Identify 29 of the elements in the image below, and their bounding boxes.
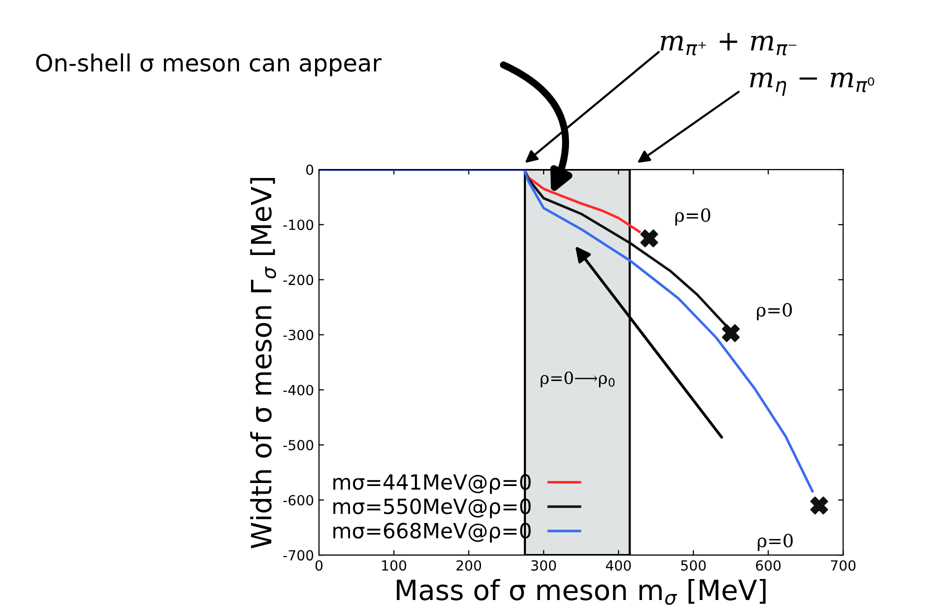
annotation: ρ=0 (758, 534, 793, 551)
y-tick-label: -400 (283, 384, 314, 396)
point (810, 496, 828, 514)
x-axis-title: Mass of σ meson m$_{σ}$ [MeV] (396, 578, 766, 605)
x-tick-label: 700 (831, 560, 856, 571)
y-tick-label: -300 (283, 330, 314, 340)
y-axis-title: Width of σ meson Γ$_{σ}$ [MeV] (250, 178, 276, 548)
y-tick-label: -100 (283, 220, 314, 230)
text: m$_{π⁺}$ + m$_{π⁻}$ (660, 33, 796, 56)
point (640, 229, 658, 248)
x-tick-label: 600 (756, 560, 781, 571)
y-tick-label: -500 (283, 440, 314, 450)
y-tick-label: 0 (306, 164, 314, 175)
y-tick-label: -700 (283, 550, 314, 561)
x-tick-label: 200 (456, 560, 482, 571)
y-tick-label: -200 (283, 274, 314, 286)
annotation: ρ=0⟶ρ$_{0}$ (540, 372, 615, 388)
x-tick-label: 300 (531, 560, 556, 571)
x-tick-label: 400 (606, 560, 631, 571)
text: On-shell σ meson can appear (36, 53, 382, 76)
x-tick-label: 100 (382, 560, 406, 571)
x-tick-label: 0 (315, 560, 322, 571)
line-series (319, 170, 814, 492)
annotation: ρ=0 (756, 303, 792, 320)
text: m$_{η}$ − m$_{π⁰}$ (750, 72, 874, 96)
y-tick-label: -600 (283, 494, 314, 506)
point (722, 324, 740, 342)
x-tick-label: 500 (681, 560, 706, 571)
annotation: ρ=0 (675, 208, 710, 226)
